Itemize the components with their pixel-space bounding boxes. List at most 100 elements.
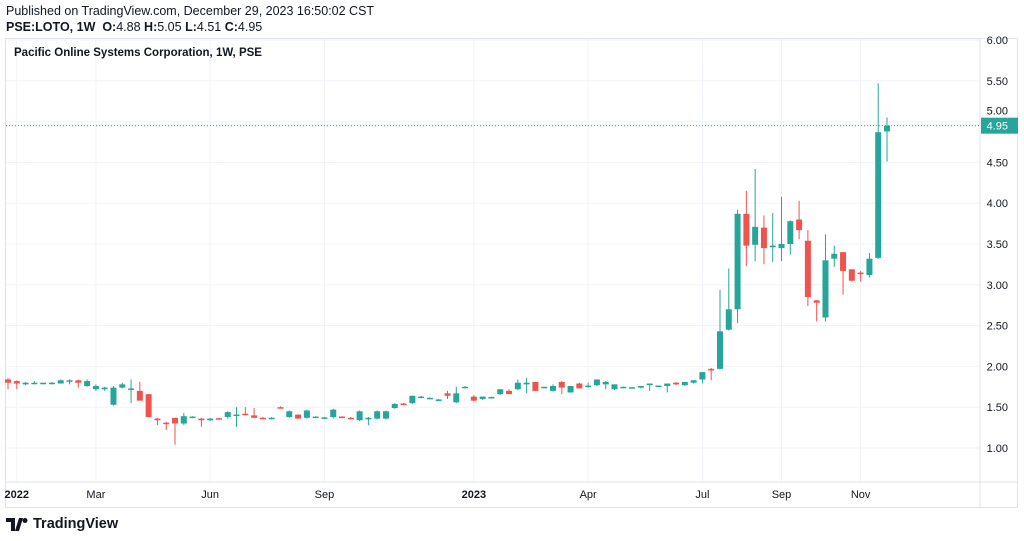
candle-up: [110, 387, 117, 405]
candle-down: [400, 403, 407, 406]
candle-up: [365, 417, 372, 420]
y-tick-label: 1.50: [987, 402, 1008, 414]
candle-down: [576, 383, 583, 389]
candle-up: [435, 399, 442, 401]
x-tick-label: Nov: [851, 489, 871, 501]
candle-up: [567, 385, 574, 393]
candle-down: [813, 300, 820, 303]
candle-down: [743, 213, 750, 246]
candle-down: [136, 390, 143, 401]
candle-down: [444, 393, 451, 396]
candle-up: [453, 393, 460, 403]
candle-down: [848, 269, 855, 281]
y-tick-label: 4.50: [987, 157, 1008, 169]
candle-up: [831, 253, 838, 259]
candle-up: [286, 411, 293, 417]
candle-up: [787, 221, 794, 244]
candle-up: [602, 381, 609, 385]
candle-up: [734, 213, 741, 310]
x-tick-label: Mar: [86, 489, 105, 501]
candle-down: [198, 418, 205, 421]
y-tick-label: 3.00: [987, 280, 1008, 292]
candle-up: [189, 416, 196, 419]
candle-up: [699, 372, 706, 380]
x-tick-label: 2023: [462, 489, 486, 501]
candle-up: [620, 386, 627, 389]
last-price-label: 4.95: [987, 121, 1008, 133]
candle-down: [163, 422, 170, 425]
x-tick-label: Jun: [201, 489, 219, 501]
candle-up: [92, 385, 99, 390]
candle-down: [796, 219, 803, 231]
y-tick-label: 1.00: [987, 443, 1008, 455]
candle-up: [374, 411, 381, 419]
candle-down: [13, 381, 20, 384]
tradingview-logo[interactable]: TradingView: [6, 516, 118, 532]
x-tick-label: Apr: [580, 489, 597, 501]
candle-up: [57, 380, 64, 384]
x-tick-label: Sep: [315, 489, 335, 501]
symbol-label: PSE:LOTO, 1W: [6, 20, 96, 34]
candle-up: [549, 385, 556, 391]
candle-up: [593, 379, 600, 386]
candle-up: [497, 389, 504, 395]
y-tick-label: 2.50: [987, 321, 1008, 333]
candle-up: [488, 397, 495, 399]
candle-up: [312, 416, 319, 419]
candle-down: [708, 368, 715, 371]
candle-down: [857, 272, 864, 275]
candle-up: [514, 382, 521, 390]
candle-up: [268, 417, 275, 420]
candle-down: [840, 252, 847, 271]
candle-up: [690, 380, 697, 383]
candle-down: [804, 240, 811, 298]
tradingview-logo-icon: [6, 517, 28, 531]
candle-up: [409, 395, 416, 404]
candle-up: [330, 409, 337, 417]
candle-up: [866, 258, 873, 276]
open-label: O:: [102, 20, 117, 34]
candle-down: [215, 418, 222, 420]
candle-up: [716, 331, 723, 369]
candle-down: [259, 417, 266, 420]
candle-down: [5, 379, 11, 383]
candle-up: [541, 386, 548, 389]
candle-up: [875, 132, 882, 258]
candle-up: [769, 245, 776, 248]
candle-down: [532, 381, 539, 391]
last-price-badge: [981, 117, 1018, 134]
candle-up: [356, 411, 363, 421]
candle-down: [295, 414, 302, 419]
candle-up: [523, 382, 530, 385]
close-value: 4.95: [237, 20, 263, 34]
candle-down: [242, 413, 249, 416]
ohlc-legend: PSE:LOTO, 1W O:4.88 H:5.05 L:4.51 C:4.95: [6, 20, 262, 34]
candle-up: [725, 309, 732, 330]
y-tick-label: 5.50: [987, 76, 1008, 88]
candle-down: [75, 380, 82, 383]
candle-up: [391, 403, 398, 409]
candle-up: [382, 411, 389, 419]
candle-up: [303, 410, 310, 418]
candle-up: [637, 385, 644, 388]
y-tick-label: 3.50: [987, 239, 1008, 251]
candle-up: [611, 384, 618, 390]
candle-up: [66, 380, 73, 382]
candle-up: [128, 388, 135, 390]
candle-down: [506, 390, 513, 395]
candle-down: [145, 394, 152, 417]
candle-up: [462, 386, 469, 389]
high-label: H:: [144, 20, 158, 34]
candle-down: [277, 407, 284, 409]
candle-up: [752, 226, 759, 245]
candle-down: [760, 227, 767, 249]
x-tick-label: Sep: [772, 489, 792, 501]
close-label: C:: [224, 20, 238, 34]
candle-up: [40, 382, 47, 385]
candle-down: [470, 396, 477, 401]
high-value: 5.05: [157, 20, 182, 34]
candle-up: [321, 417, 328, 419]
candle-up: [84, 381, 91, 386]
candle-up: [655, 385, 662, 388]
